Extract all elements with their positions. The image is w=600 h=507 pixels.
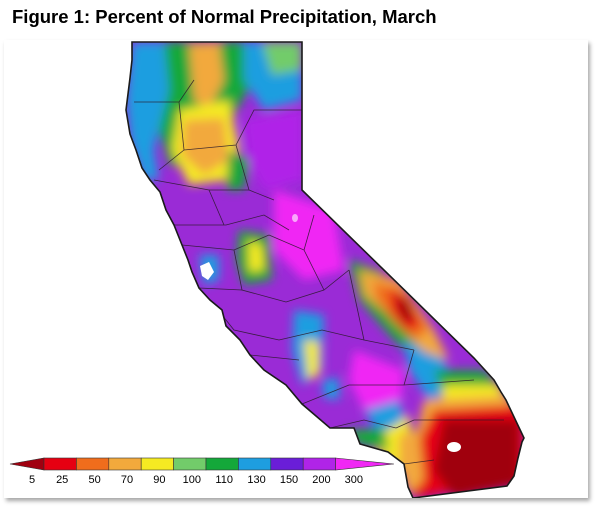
legend-label: 100 (182, 474, 201, 486)
patch-south-blue (364, 400, 404, 435)
legend-swatch (43, 457, 77, 471)
patch-central-coast-yellow (304, 340, 319, 380)
legend-label: 90 (153, 474, 166, 486)
legend-arrow-right (335, 457, 395, 471)
legend-label: 200 (312, 474, 331, 486)
legend-swatch (108, 457, 142, 471)
legend-swatch (140, 457, 174, 471)
legend-label: 300 (344, 474, 363, 486)
sf-bay (200, 262, 214, 280)
legend-swatch (173, 457, 207, 471)
legend-swatch (205, 457, 239, 471)
legend-label: 110 (215, 474, 233, 486)
legend-label: 5 (28, 474, 36, 486)
patch-north-sierra (226, 150, 249, 190)
legend-swatch (238, 457, 272, 471)
map-frame (4, 40, 588, 498)
legend-swatch (270, 457, 304, 471)
precipitation-map (126, 42, 524, 498)
patch-north-magenta (244, 110, 302, 190)
legend-label: 150 (279, 474, 299, 486)
patch-south-green (344, 428, 389, 450)
patch-east-core (396, 295, 414, 320)
patch-north-orange2 (182, 118, 229, 175)
legend-label: 50 (88, 474, 101, 486)
patch-socal-coast-blue (322, 378, 339, 400)
patch-central-valley-yellow (248, 240, 264, 272)
figure-title: Figure 1: Percent of Normal Precipitatio… (12, 6, 437, 27)
legend-colorbar (9, 457, 395, 471)
lake-tahoe (292, 214, 298, 222)
legend-arrow-left (9, 457, 45, 471)
salton-sea (447, 442, 461, 452)
patch-north-green-east (262, 42, 302, 75)
legend-swatch (76, 457, 110, 471)
patch-se-darkred (434, 420, 519, 498)
precip-patches (126, 42, 524, 498)
patch-north-orange (189, 42, 224, 110)
legend-swatch (302, 457, 336, 471)
legend-label: 25 (56, 474, 69, 486)
legend-label: 130 (247, 474, 266, 486)
legend-label: 70 (120, 474, 134, 486)
